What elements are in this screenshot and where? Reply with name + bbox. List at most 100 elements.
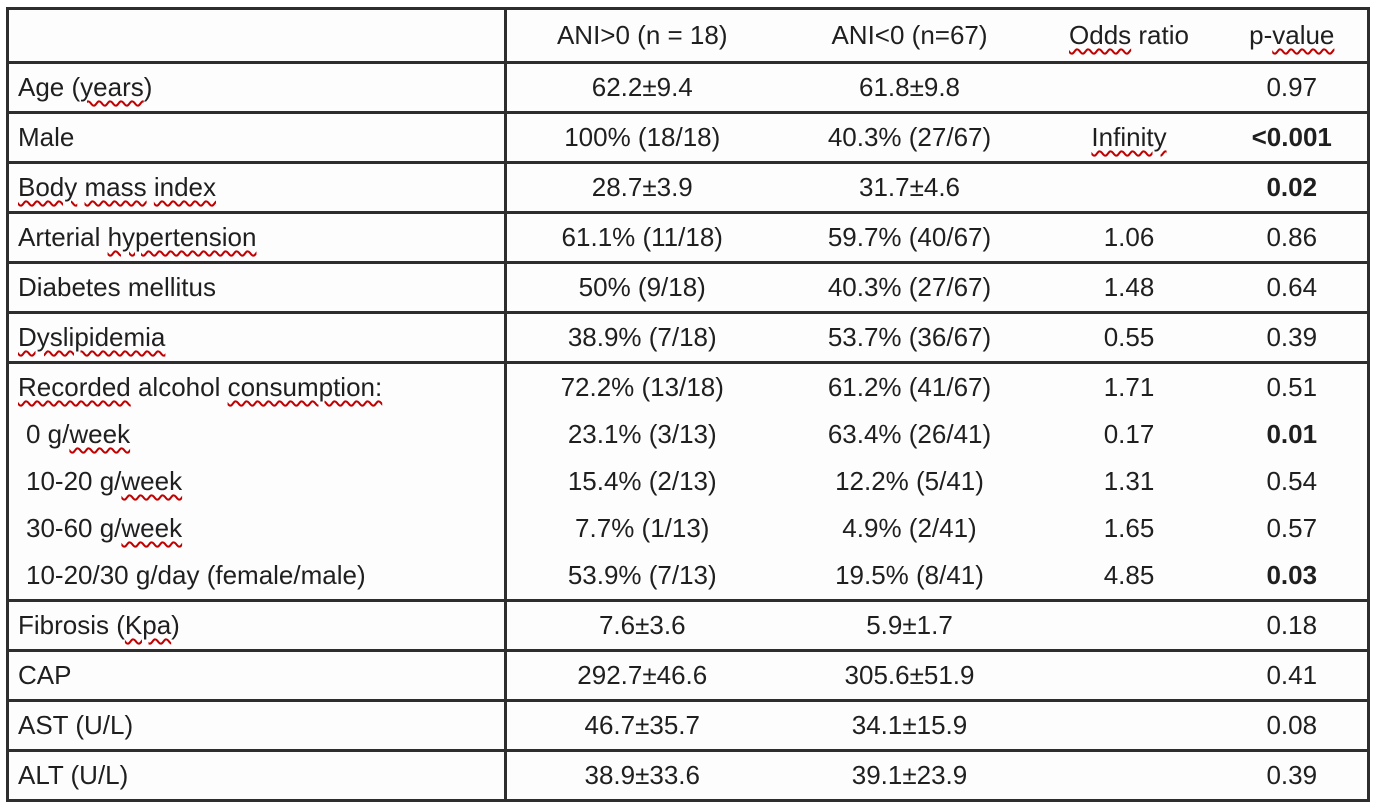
value-line: 0.41 [1217,652,1368,699]
value-line: 4.9% (2/41) [778,505,1042,552]
column-header-ani-gt0: ANI>0 (n = 18) [505,7,778,64]
value-cell: 38.9% (7/18) [505,311,778,364]
row-label-line: Male [9,114,504,161]
misspelled-text: Odds [1069,20,1132,50]
text-segment: 0.97 [1266,72,1318,102]
column-header-odds-ratio: Odds ratio [1041,7,1217,64]
table-row: Diabetes mellitus 50% (9/18) 40.3% (27/67)… [7,261,1369,314]
value-line: 0.08 [1217,702,1368,749]
row-label-line: 10-20/30 g/day (female/male) [9,552,504,599]
text-segment: 61.1% (11/18) [561,222,723,252]
header-row: ANI>0 (n = 18) ANI<0 (n=67) Odds ratio p-va… [7,7,1369,64]
row-label-cell: Dyslipidemia [7,311,507,364]
value-line: 61.1% (11/18) [507,214,778,261]
text-segment: ANI>0 (n = 18) [556,20,728,50]
value-line: 31.7±4.6 [778,164,1042,211]
value-cell: 0.08 [1216,699,1369,752]
row-label-cell: CAP [7,649,507,702]
value-line: 12.2% (5/41) [778,458,1042,505]
column-header-ani-lt0: ANI<0 (n=67) [777,7,1042,64]
value-line [1042,702,1217,749]
text-segment [77,172,84,202]
value-cell: 61.8±9.8 [777,61,1042,114]
value-line [1042,652,1217,699]
value-line: 1.65 [1042,505,1217,552]
text-segment: 0.39 [1266,322,1318,352]
value-line: 0.54 [1217,458,1368,505]
table-row: Recorded alcohol consumption: 0 g/week 10-… [7,361,1369,602]
text-segment: 0.64 [1266,272,1318,302]
text-segment: 4.85 [1103,560,1155,590]
row-label-line: CAP [9,652,504,699]
value-line: 23.1% (3/13) [507,411,778,458]
value-line: 4.85 [1042,552,1217,599]
text-segment: 1.71 [1103,372,1155,402]
text-segment: ANI<0 (n=67) [831,20,988,50]
value-line: <0.001 [1217,114,1368,161]
value-line: 7.7% (1/13) [507,505,778,552]
text-segment: 40.3% (27/67) [827,272,992,302]
value-line: 62.2±9.4 [507,64,778,111]
text-segment: 292.7±46.6 [577,660,708,690]
text-segment: 5.9±1.7 [866,610,953,640]
table-header: ANI>0 (n = 18) ANI<0 (n=67) Odds ratio p-va… [7,7,1369,64]
text-segment: 0.39 [1266,760,1318,790]
value-cell: 100% (18/18) [505,111,778,164]
value-line [1042,64,1217,111]
text-segment: ALT (U/L) [18,760,129,790]
text-segment: 10-20/30 g/day (female/male) [26,560,366,590]
row-label-cell: AST (U/L) [7,699,507,752]
text-segment: CAP [18,660,72,690]
table-row: Age (years) 62.2±9.4 61.8±9.8 0.97 [7,61,1369,114]
value-cell: 39.1±23.9 [777,749,1042,802]
text-segment: 10-20 g/ [26,466,122,496]
table-row: Male 100% (18/18) 40.3% (27/67) Infinity <0.… [7,111,1369,164]
text-segment: ) [171,610,180,640]
value-cell: 50% (9/18) [505,261,778,314]
value-cell: 40.3% (27/67) [777,261,1042,314]
text-segment: 0.41 [1266,660,1318,690]
misspelled-text: mass [84,172,147,202]
value-line: 1.31 [1042,458,1217,505]
row-label-line: Age (years) [9,64,504,111]
value-cell: 1.48 [1041,261,1217,314]
value-line: 305.6±51.9 [778,652,1042,699]
text-segment: 0.01 [1266,419,1318,449]
misspelled-text: week [121,466,183,496]
row-label-cell: ALT (U/L) [7,749,507,802]
value-line: 40.3% (27/67) [778,264,1042,311]
text-segment: 7.7% (1/13) [575,513,710,543]
value-cell: 305.6±51.9 [777,649,1042,702]
row-label-line: Dyslipidemia [9,314,504,361]
row-label-line: Diabetes mellitus [9,264,504,311]
value-cell: 0.86 [1216,211,1369,264]
value-line: 0.39 [1217,314,1368,361]
value-cell [1041,599,1217,652]
text-segment: 72.2% (13/18) [560,372,724,402]
value-line: 0.18 [1217,602,1368,649]
value-line: 0.51 [1217,364,1368,411]
text-segment: 50% (9/18) [578,272,706,302]
table-row: AST (U/L) 46.7±35.7 34.1±15.9 0.08 [7,699,1369,752]
value-cell: 0.39 [1216,749,1369,802]
value-cell: 5.9±1.7 [777,599,1042,652]
text-segment: 0.03 [1266,560,1318,590]
text-segment: 0.86 [1266,222,1318,252]
text-segment: 63.4% (26/41) [827,419,992,449]
row-label-cell: Male [7,111,507,164]
misspelled-text: years [80,72,144,102]
text-segment: 62.2±9.4 [591,72,693,102]
value-cell: 28.7±3.9 [505,161,778,214]
value-cell: 7.6±3.6 [505,599,778,652]
value-cell: 72.2% (13/18) 23.1% (3/13) 15.4% (2/13) 7.7… [505,361,778,602]
value-cell [1041,699,1217,752]
text-segment: p- [1249,20,1273,50]
value-line: 0.97 [1217,64,1368,111]
text-segment: Diabetes mellitus [18,272,216,302]
value-line [1042,164,1217,211]
header-line: Odds ratio [1042,10,1217,61]
text-segment: 40.3% (27/67) [827,122,992,152]
text-segment: 0.54 [1266,466,1318,496]
text-segment: AST (U/L) [18,710,134,740]
